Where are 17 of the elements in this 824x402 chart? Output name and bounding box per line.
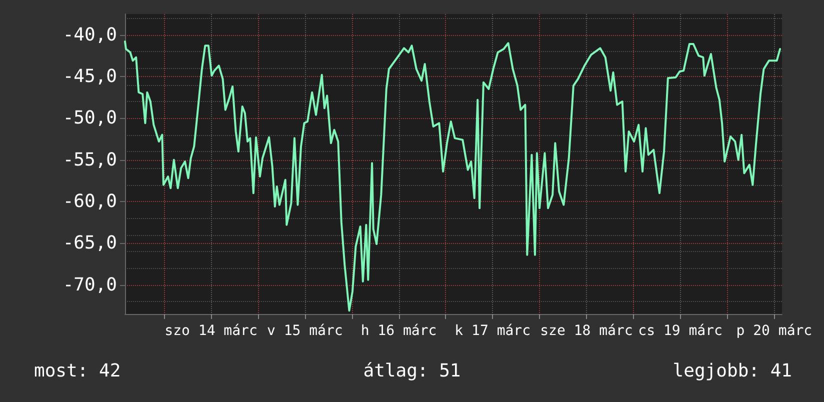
y-tick-label: -70,0 bbox=[62, 274, 117, 296]
y-tick-label: -40,0 bbox=[62, 24, 117, 46]
text: most: 42 bbox=[34, 360, 121, 382]
text: legjobb: 41 bbox=[672, 360, 792, 382]
x-tick-label: szo 14 márc bbox=[164, 323, 258, 339]
y-tick-label: -55,0 bbox=[62, 149, 117, 170]
y-tick-label: -65,0 bbox=[62, 232, 117, 254]
x-tick-label: p 20 márc bbox=[736, 323, 812, 339]
x-tick-label: cs 19 márc bbox=[638, 323, 722, 339]
x-tick-label: v 15 márc bbox=[266, 323, 343, 339]
y-tick-label: -60,0 bbox=[62, 191, 117, 212]
y-tick-label: -45,0 bbox=[62, 66, 117, 87]
text: átlag: 51 bbox=[363, 360, 461, 382]
x-tick-label: h 16 márc bbox=[360, 323, 437, 339]
x-tick-label: k 17 márc bbox=[454, 323, 531, 339]
y-tick-label: -50,0 bbox=[62, 108, 117, 129]
x-tick-label: sze 18 márc bbox=[540, 323, 633, 339]
